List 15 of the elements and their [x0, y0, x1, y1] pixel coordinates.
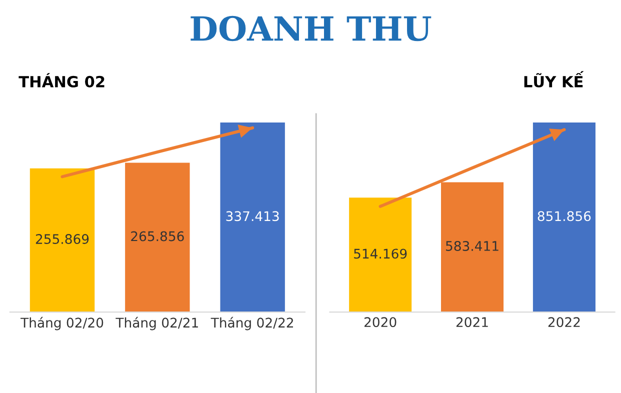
data-label: 337.413 [226, 211, 279, 222]
x-tick-label: Tháng 02/22 [210, 316, 293, 330]
data-label: 265.856 [131, 231, 184, 242]
data-label: 514.169 [354, 248, 407, 259]
data-label: 255.869 [36, 234, 89, 244]
x-tick-label: 2021 [456, 317, 488, 328]
x-tick-label: 2020 [364, 317, 396, 328]
chart-title: LŨY KẾ [524, 71, 584, 88]
x-tick-label: Tháng 02/20 [20, 316, 104, 330]
chart-title: THÁNG 02 [18, 73, 104, 88]
x-tick-label: 2022 [548, 317, 580, 328]
x-tick-label: Tháng 02/21 [116, 316, 198, 330]
data-label: 583.411 [446, 241, 498, 251]
text: DOANH THU [190, 16, 432, 42]
data-label: 851.856 [538, 211, 591, 222]
